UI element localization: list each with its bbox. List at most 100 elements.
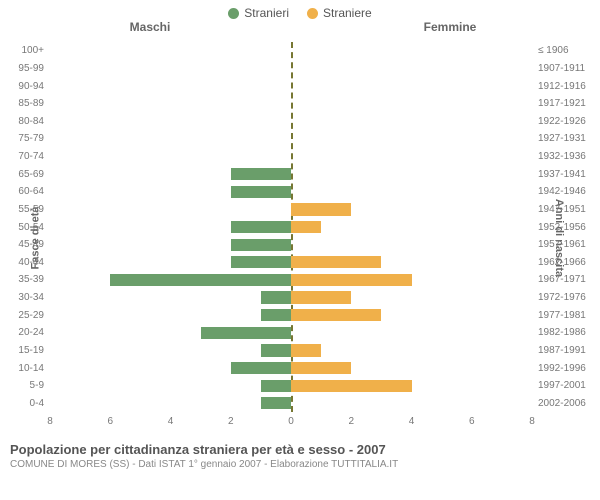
bar-row: [50, 236, 532, 254]
birth-labels: ≤ 19061907-19111912-19161917-19211922-19…: [536, 42, 600, 412]
bar-male: [201, 327, 291, 339]
birth-label: 1967-1971: [536, 271, 600, 289]
bar-row: [50, 95, 532, 113]
age-label: 25-29: [0, 306, 46, 324]
birth-label: 1947-1951: [536, 201, 600, 219]
bar-female: [291, 221, 321, 233]
age-label: 70-74: [0, 148, 46, 166]
legend-swatch-male: [228, 8, 239, 19]
bar-male: [231, 362, 291, 374]
age-label: 90-94: [0, 77, 46, 95]
birth-label: 1987-1991: [536, 342, 600, 360]
x-tick: 6: [469, 416, 475, 427]
x-tick: 4: [168, 416, 174, 427]
bar-row: [50, 148, 532, 166]
birth-label: 1907-1911: [536, 60, 600, 78]
bar-row: [50, 201, 532, 219]
bar-row: [50, 306, 532, 324]
x-tick: 4: [409, 416, 415, 427]
bar-female: [291, 344, 321, 356]
bar-male: [231, 186, 291, 198]
birth-label: 1937-1941: [536, 165, 600, 183]
bar-male: [110, 274, 291, 286]
birth-label: 1952-1956: [536, 218, 600, 236]
plot-area: [50, 42, 532, 412]
bar-row: [50, 324, 532, 342]
birth-label: 1912-1916: [536, 77, 600, 95]
age-labels: 100+95-9990-9485-8980-8475-7970-7465-696…: [0, 42, 46, 412]
birth-label: 1962-1966: [536, 254, 600, 272]
chart-title: Popolazione per cittadinanza straniera p…: [10, 442, 590, 457]
x-tick: 0: [288, 416, 294, 427]
bar-rows: [50, 42, 532, 412]
bar-female: [291, 256, 381, 268]
age-label: 5-9: [0, 377, 46, 395]
x-tick: 8: [47, 416, 53, 427]
legend-item-female: Straniere: [307, 6, 372, 20]
bar-male: [261, 291, 291, 303]
birth-label: 1922-1926: [536, 113, 600, 131]
bar-female: [291, 291, 351, 303]
bar-female: [291, 274, 412, 286]
bar-male: [261, 344, 291, 356]
bar-female: [291, 203, 351, 215]
bar-row: [50, 113, 532, 131]
age-label: 65-69: [0, 165, 46, 183]
bar-male: [261, 309, 291, 321]
legend-label-male: Stranieri: [244, 6, 289, 20]
legend-label-female: Straniere: [323, 6, 372, 20]
bar-row: [50, 130, 532, 148]
age-label: 85-89: [0, 95, 46, 113]
x-tick: 2: [348, 416, 354, 427]
bar-male: [231, 239, 291, 251]
x-tick: 8: [529, 416, 535, 427]
birth-label: 1992-1996: [536, 359, 600, 377]
age-label: 15-19: [0, 342, 46, 360]
bar-row: [50, 42, 532, 60]
header-male: Maschi: [0, 20, 300, 34]
x-axis: 8 6 4 2 0 2 4 6 8: [50, 416, 532, 430]
x-tick: 2: [228, 416, 234, 427]
bar-row: [50, 77, 532, 95]
bar-row: [50, 359, 532, 377]
age-label: 20-24: [0, 324, 46, 342]
age-label: 60-64: [0, 183, 46, 201]
bar-row: [50, 60, 532, 78]
birth-label: 1917-1921: [536, 95, 600, 113]
bar-row: [50, 395, 532, 413]
bar-row: [50, 377, 532, 395]
bar-row: [50, 165, 532, 183]
header-female: Femmine: [300, 20, 600, 34]
footer: Popolazione per cittadinanza straniera p…: [0, 438, 600, 470]
age-label: 80-84: [0, 113, 46, 131]
age-label: 35-39: [0, 271, 46, 289]
bar-male: [261, 380, 291, 392]
age-label: 45-49: [0, 236, 46, 254]
age-label: 40-44: [0, 254, 46, 272]
bar-row: [50, 289, 532, 307]
bar-female: [291, 380, 412, 392]
bar-male: [231, 168, 291, 180]
x-tick: 6: [107, 416, 113, 427]
age-label: 75-79: [0, 130, 46, 148]
birth-label: 1932-1936: [536, 148, 600, 166]
age-label: 50-54: [0, 218, 46, 236]
birth-label: 1982-1986: [536, 324, 600, 342]
age-label: 100+: [0, 42, 46, 60]
legend-item-male: Stranieri: [228, 6, 289, 20]
birth-label: 1927-1931: [536, 130, 600, 148]
legend: Stranieri Straniere: [0, 0, 600, 20]
bar-row: [50, 254, 532, 272]
bar-male: [231, 256, 291, 268]
age-label: 95-99: [0, 60, 46, 78]
birth-label: 2002-2006: [536, 395, 600, 413]
chart-subtitle: COMUNE DI MORES (SS) - Dati ISTAT 1° gen…: [10, 459, 590, 470]
chart: Fasce di età Anni di nascita 100+95-9990…: [0, 38, 600, 438]
age-label: 0-4: [0, 395, 46, 413]
bar-row: [50, 342, 532, 360]
birth-label: 1997-2001: [536, 377, 600, 395]
legend-swatch-female: [307, 8, 318, 19]
birth-label: ≤ 1906: [536, 42, 600, 60]
birth-label: 1942-1946: [536, 183, 600, 201]
birth-label: 1957-1961: [536, 236, 600, 254]
